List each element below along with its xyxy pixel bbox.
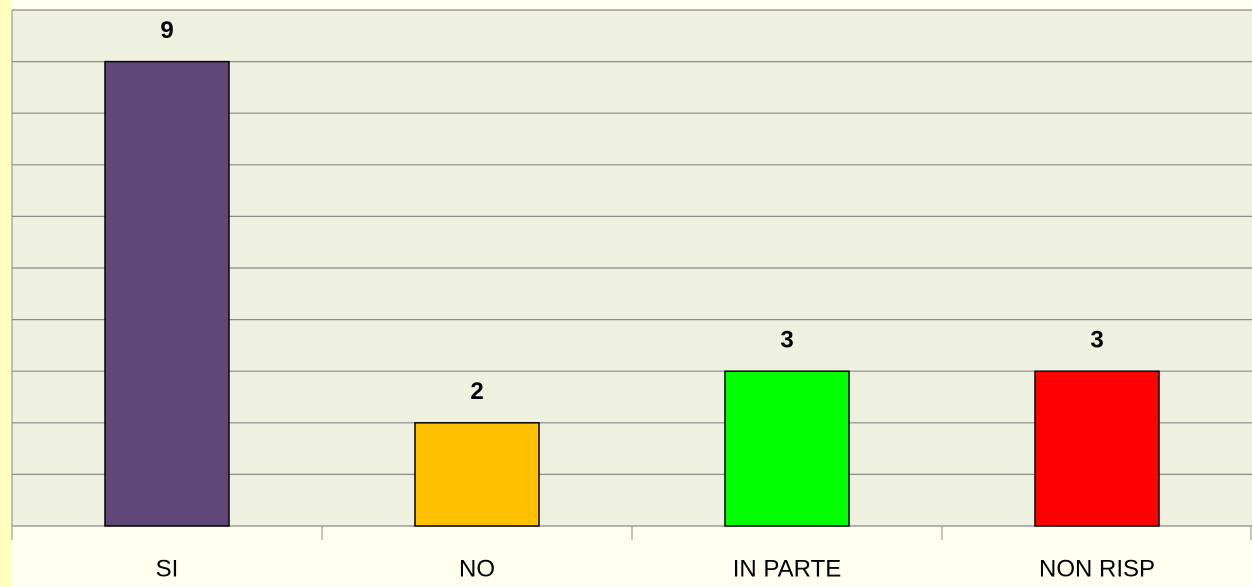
value-label: 9 bbox=[160, 17, 173, 44]
bar bbox=[1034, 370, 1160, 527]
bar bbox=[414, 422, 540, 527]
bar bbox=[724, 370, 850, 527]
value-label: 3 bbox=[780, 327, 793, 354]
x-tick-label: SI bbox=[156, 555, 179, 582]
left-edge bbox=[0, 0, 12, 587]
x-tick-label: NO bbox=[459, 555, 495, 582]
value-label: 3 bbox=[1090, 327, 1103, 354]
x-tick-label: IN PARTE bbox=[733, 555, 841, 582]
value-label: 2 bbox=[470, 378, 483, 405]
x-tick-label: NON RISP bbox=[1039, 555, 1155, 582]
bar bbox=[104, 60, 230, 527]
